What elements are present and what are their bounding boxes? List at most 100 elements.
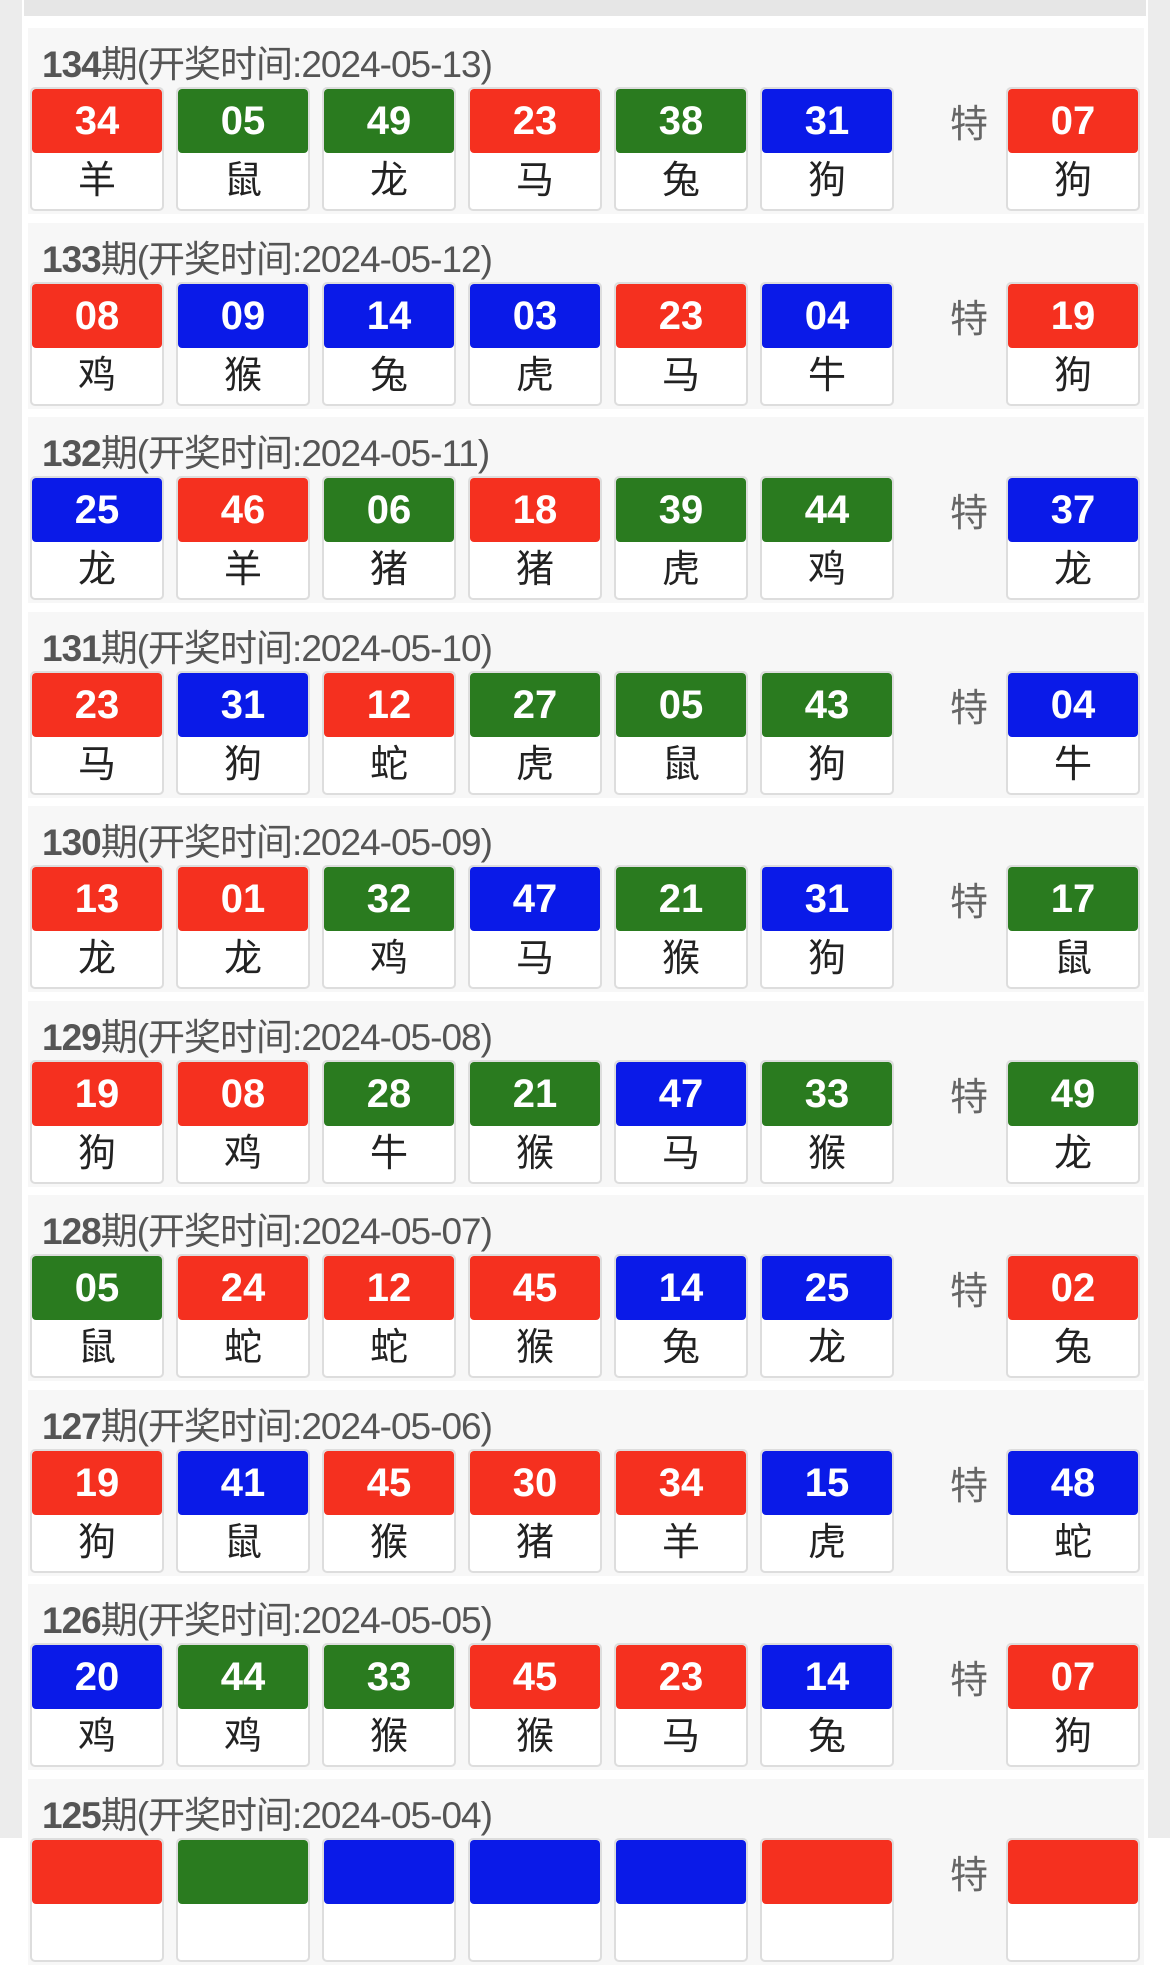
- period-number: 131: [42, 627, 102, 669]
- number-ball: 44 鸡: [176, 1643, 310, 1767]
- number-ball: [30, 1837, 164, 1962]
- ball-number: [1008, 1839, 1138, 1904]
- number-ball: 14 兔: [614, 1254, 748, 1378]
- special-label: 特: [950, 104, 989, 146]
- number-ball: 45 猴: [468, 1643, 602, 1767]
- ball-number: [762, 1839, 892, 1904]
- ball-number: 20: [32, 1645, 162, 1709]
- zodiac-label: 狗: [807, 160, 846, 202]
- draw-record: 133期(开奖时间:2024-05-12) 08 鸡 09 猴 14 兔 03 虎 23 马 04 牛 特…: [28, 222, 1144, 409]
- period-number: 126: [42, 1600, 102, 1641]
- ball-number: 02: [1008, 1256, 1138, 1320]
- ball-number: 44: [178, 1645, 308, 1709]
- ball-number: 39: [616, 478, 746, 542]
- zodiac-label: 马: [77, 743, 116, 786]
- number-ball: [760, 1837, 894, 1962]
- ball-number: 25: [762, 1256, 892, 1320]
- zodiac-label: 狗: [1053, 160, 1092, 202]
- number-ball: [468, 1837, 602, 1962]
- draw-record: 128期(开奖时间:2024-05-07) 05 鼠 24 蛇 12 蛇 45 猴 14 兔 25 龙 特…: [28, 1195, 1144, 1381]
- number-ball: 32 鸡: [322, 865, 456, 989]
- ball-number: 09: [178, 283, 308, 348]
- zodiac-label: 马: [661, 1132, 700, 1175]
- ball-number: 33: [762, 1061, 892, 1126]
- number-ball: 08 鸡: [176, 1059, 310, 1184]
- zodiac-label: 猴: [515, 1716, 554, 1758]
- number-ball: 05 鼠: [614, 670, 748, 795]
- ball-number: 44: [762, 478, 892, 542]
- ball-number: 14: [616, 1256, 746, 1320]
- ball-number: 03: [470, 283, 600, 348]
- special-label: 特: [950, 1660, 989, 1702]
- draw-title: 132期(开奖时间:2024-05-11): [42, 423, 490, 477]
- special-label: 特: [950, 1271, 989, 1313]
- special-ball: [1006, 1837, 1140, 1962]
- special-label: 特: [950, 1854, 989, 1897]
- period-number: 129: [42, 1016, 102, 1058]
- special-ball: 48 蛇: [1006, 1448, 1140, 1573]
- ball-number: 12: [324, 1256, 454, 1320]
- zodiac-label: 兔: [369, 354, 408, 397]
- zodiac-label: 猴: [223, 354, 262, 397]
- zodiac-label: 羊: [661, 1521, 700, 1564]
- zodiac-label: 鼠: [661, 743, 700, 786]
- top-bar: [24, 0, 1146, 16]
- special-ball: 07 狗: [1006, 87, 1140, 211]
- zodiac-label: 虎: [807, 1521, 846, 1564]
- draw-title: 129期(开奖时间:2024-05-08): [42, 1007, 493, 1061]
- special-label: 特: [950, 687, 989, 730]
- number-ball: 19 狗: [30, 1059, 164, 1184]
- period-number: 128: [42, 1211, 102, 1252]
- number-ball: 20 鸡: [30, 1643, 164, 1767]
- ball-number: 25: [32, 478, 162, 542]
- number-ball: 33 猴: [760, 1059, 894, 1184]
- draw-date: 期(开奖时间:2024-05-12): [100, 238, 493, 280]
- zodiac-label: 鸡: [223, 1716, 262, 1758]
- zodiac-label: 龙: [1053, 1132, 1092, 1175]
- number-ball: [176, 1837, 310, 1962]
- zodiac-label: 牛: [1053, 743, 1092, 786]
- ball-number: 21: [616, 867, 746, 931]
- number-ball: 14 兔: [322, 281, 456, 406]
- number-ball: 12 蛇: [322, 1254, 456, 1378]
- zodiac-label: 猴: [807, 1132, 846, 1175]
- number-ball: 13 龙: [30, 865, 164, 989]
- ball-number: 23: [616, 1645, 746, 1709]
- zodiac-label: 鸡: [77, 354, 116, 397]
- number-ball: 31 狗: [176, 670, 310, 795]
- number-ball: 46 羊: [176, 476, 310, 600]
- draw-record: 130期(开奖时间:2024-05-09) 13 龙 01 龙 32 鸡 47 马 21 猴 31 狗 特…: [28, 806, 1144, 992]
- number-ball: 24 蛇: [176, 1254, 310, 1378]
- draw-date: 期(开奖时间:2024-05-05): [100, 1600, 493, 1641]
- draw-date: 期(开奖时间:2024-05-08): [100, 1016, 493, 1058]
- special-ball: 49 龙: [1006, 1059, 1140, 1184]
- ball-number: 19: [1008, 283, 1138, 348]
- number-ball: 19 狗: [30, 1448, 164, 1573]
- special-label: 特: [950, 882, 989, 924]
- zodiac-label: 龙: [223, 938, 262, 980]
- special-ball: 02 兔: [1006, 1254, 1140, 1378]
- ball-number: 43: [762, 672, 892, 737]
- zodiac-label: 狗: [77, 1521, 116, 1564]
- draw-title: 130期(开奖时间:2024-05-09): [42, 812, 493, 866]
- ball-number: 05: [178, 89, 308, 153]
- ball-number: 37: [1008, 478, 1138, 542]
- zodiac-label: 马: [661, 354, 700, 397]
- zodiac-label: 兔: [661, 1327, 700, 1369]
- period-number: 127: [42, 1405, 102, 1447]
- number-ball: 45 猴: [468, 1254, 602, 1378]
- period-number: 125: [42, 1794, 102, 1836]
- zodiac-label: [470, 1904, 600, 1960]
- zodiac-label: 羊: [223, 549, 262, 591]
- zodiac-label: 鸡: [77, 1716, 116, 1758]
- draw-record: 125期(开奖时间:2024-05-04) 特: [28, 1778, 1144, 1965]
- zodiac-label: 猴: [369, 1716, 408, 1758]
- zodiac-label: 蛇: [1053, 1521, 1092, 1564]
- zodiac-label: 猪: [515, 549, 554, 591]
- draw-record: 134期(开奖时间:2024-05-13) 34 羊 05 鼠 49 龙 23 马 38 兔 31 狗 特…: [28, 28, 1144, 214]
- zodiac-label: 猴: [515, 1132, 554, 1175]
- ball-number: 49: [1008, 1061, 1138, 1126]
- special-ball: 17 鼠: [1006, 865, 1140, 989]
- number-ball: 03 虎: [468, 281, 602, 406]
- ball-number: 23: [32, 672, 162, 737]
